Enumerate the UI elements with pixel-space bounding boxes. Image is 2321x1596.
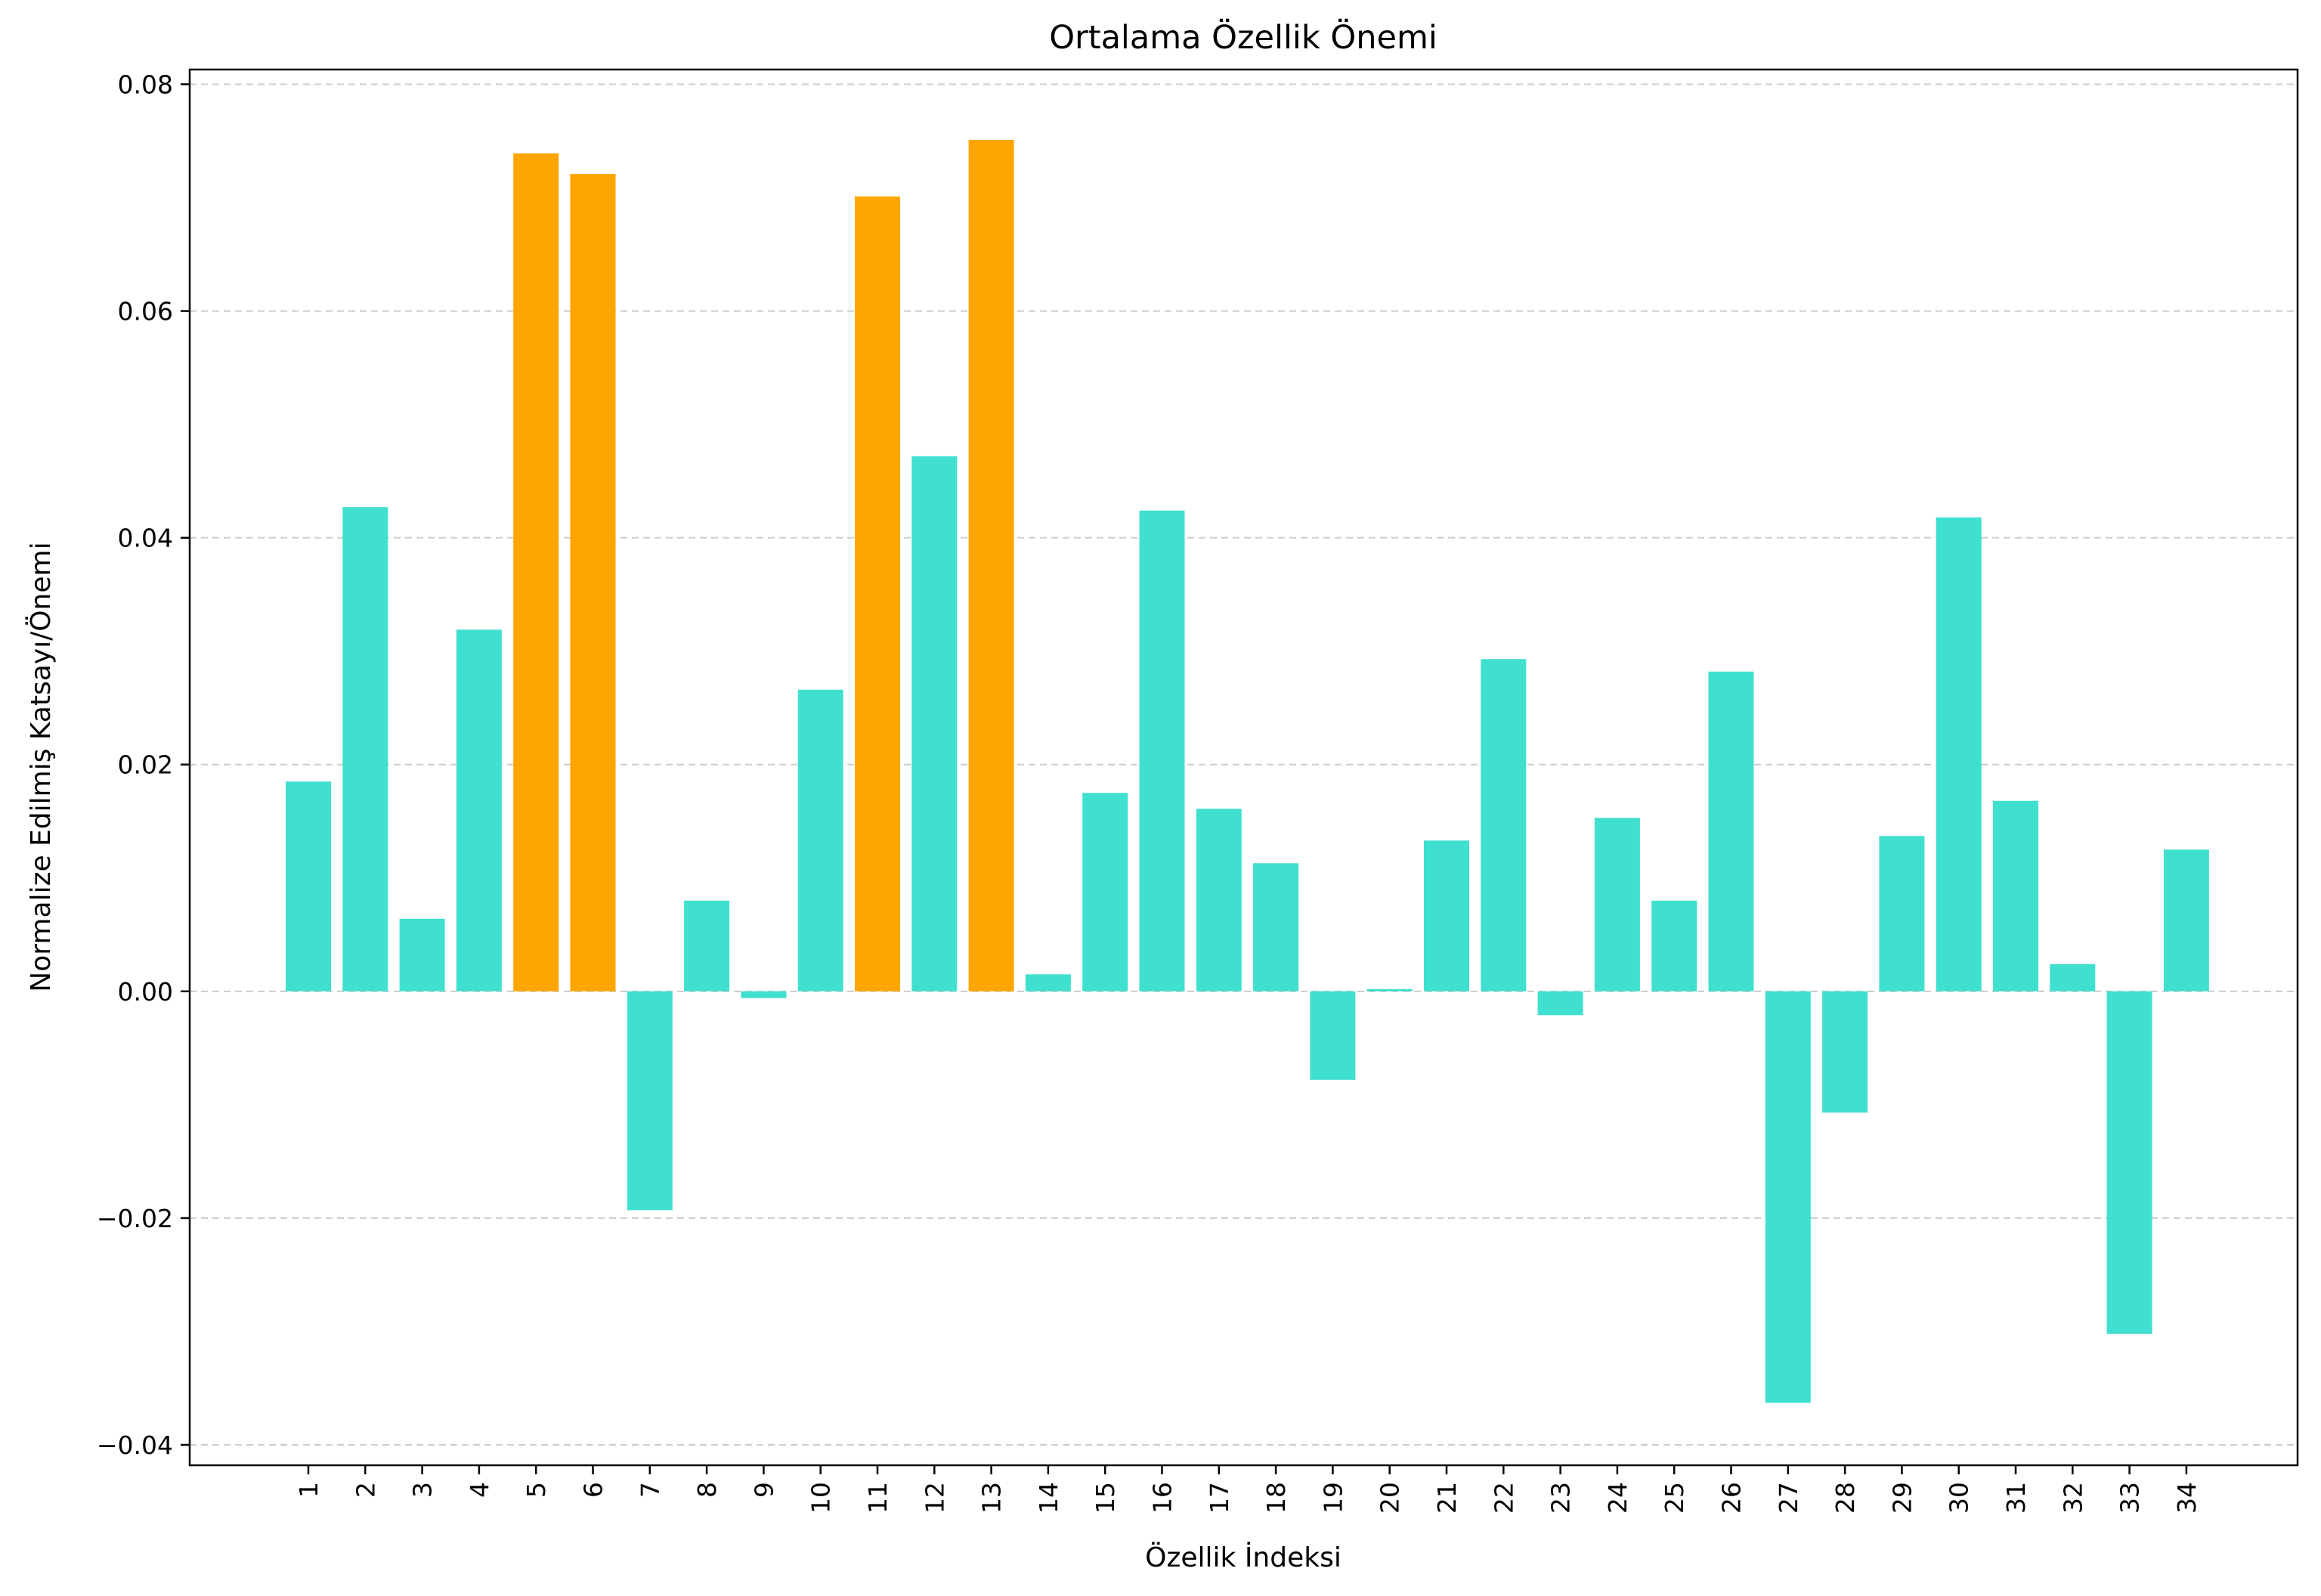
bar-12 bbox=[911, 456, 958, 991]
plot-frame bbox=[188, 68, 2299, 1467]
x-tick-label: 10 bbox=[806, 1482, 836, 1514]
bars bbox=[286, 140, 2209, 1403]
x-tick-label: 30 bbox=[1945, 1482, 1974, 1514]
bar-20 bbox=[1366, 988, 1413, 991]
bar-29 bbox=[1879, 836, 1925, 991]
bar-19 bbox=[1310, 991, 1356, 1080]
bar-17 bbox=[1196, 809, 1242, 991]
x-tick-label: 32 bbox=[2058, 1482, 2087, 1514]
x-tick-label: 7 bbox=[636, 1482, 665, 1498]
y-tick-label: −0.02 bbox=[97, 1204, 173, 1233]
bar-26 bbox=[1708, 671, 1754, 991]
bar-27 bbox=[1765, 991, 1811, 1403]
bar-9 bbox=[741, 991, 787, 998]
bar-6 bbox=[570, 174, 616, 991]
y-tick-label: 0.00 bbox=[118, 977, 173, 1007]
x-tick-label: 5 bbox=[521, 1482, 551, 1498]
x-tick-label: 13 bbox=[977, 1482, 1007, 1514]
x-tick-label: 19 bbox=[1318, 1482, 1348, 1514]
x-tick-label: 23 bbox=[1546, 1482, 1576, 1514]
bar-31 bbox=[1993, 800, 2038, 991]
y-tick-label: 0.04 bbox=[118, 524, 173, 553]
bar-1 bbox=[286, 781, 331, 991]
bar-22 bbox=[1481, 659, 1527, 991]
x-axis: 1 2 3 4 5 6 7 8 9 10 11 12 13 14 15 16 17 18 19 20 21 22 23 24 2… bbox=[294, 1465, 2202, 1514]
x-tick-label: 8 bbox=[692, 1482, 722, 1498]
chart-title: Ortalama Özellik Önemi bbox=[1049, 18, 1437, 57]
bar-8 bbox=[684, 900, 730, 991]
x-tick-label: 2 bbox=[351, 1482, 380, 1498]
x-tick-label: 15 bbox=[1091, 1482, 1120, 1514]
x-tick-label: 28 bbox=[1830, 1482, 1860, 1514]
bar-21 bbox=[1424, 840, 1469, 991]
bar-16 bbox=[1139, 510, 1185, 991]
bar-7 bbox=[627, 991, 673, 1211]
x-tick-label: 6 bbox=[579, 1482, 608, 1498]
x-tick-label: 20 bbox=[1376, 1482, 1405, 1514]
bar-34 bbox=[2163, 849, 2209, 991]
x-tick-label: 17 bbox=[1205, 1482, 1234, 1514]
bar-14 bbox=[1025, 974, 1071, 991]
bar-32 bbox=[2050, 963, 2096, 991]
x-tick-label: 21 bbox=[1432, 1482, 1462, 1514]
bar-2 bbox=[342, 507, 388, 991]
x-tick-label: 12 bbox=[920, 1482, 949, 1514]
x-tick-label: 9 bbox=[749, 1482, 778, 1498]
bar-5 bbox=[513, 153, 559, 991]
x-tick-label: 22 bbox=[1489, 1482, 1518, 1514]
x-tick-label: 25 bbox=[1660, 1482, 1689, 1514]
x-tick-label: 29 bbox=[1887, 1482, 1917, 1514]
x-tick-label: 11 bbox=[863, 1482, 893, 1514]
x-tick-label: 33 bbox=[2115, 1482, 2145, 1514]
y-axis-title: Normalize Edilmiş Katsayı/Önemi bbox=[25, 542, 57, 991]
x-tick-label: 4 bbox=[465, 1482, 494, 1498]
x-tick-label: 14 bbox=[1034, 1482, 1063, 1514]
y-tick-label: 0.08 bbox=[118, 70, 173, 100]
bar-24 bbox=[1594, 818, 1640, 991]
bar-33 bbox=[2106, 991, 2152, 1334]
x-tick-label: 24 bbox=[1603, 1482, 1632, 1514]
bar-25 bbox=[1651, 900, 1697, 991]
bar-15 bbox=[1082, 793, 1128, 991]
y-axis: −0.04 −0.02 0.00 0.02 0.04 0.06 0.08 bbox=[97, 70, 190, 1460]
bar-30 bbox=[1936, 517, 1982, 991]
x-tick-label: 26 bbox=[1717, 1482, 1747, 1514]
bar-4 bbox=[456, 629, 502, 991]
bar-10 bbox=[797, 689, 843, 991]
x-tick-label: 1 bbox=[294, 1482, 323, 1498]
x-tick-label: 34 bbox=[2172, 1482, 2202, 1514]
x-tick-label: 31 bbox=[2001, 1482, 2031, 1514]
x-tick-label: 27 bbox=[1774, 1482, 1803, 1514]
y-tick-label: 0.06 bbox=[118, 297, 173, 326]
y-tick-label: 0.02 bbox=[118, 750, 173, 780]
bar-23 bbox=[1537, 991, 1583, 1016]
bar-18 bbox=[1253, 863, 1299, 991]
x-tick-label: 18 bbox=[1261, 1482, 1291, 1514]
x-tick-label: 16 bbox=[1148, 1482, 1178, 1514]
x-axis-title: Özellik İndeksi bbox=[1145, 1542, 1342, 1573]
bar-13 bbox=[968, 140, 1014, 991]
x-tick-label: 3 bbox=[408, 1482, 438, 1498]
bar-3 bbox=[399, 918, 445, 991]
bar-28 bbox=[1822, 991, 1868, 1113]
bar-11 bbox=[855, 196, 900, 991]
y-tick-label: −0.04 bbox=[97, 1431, 173, 1460]
